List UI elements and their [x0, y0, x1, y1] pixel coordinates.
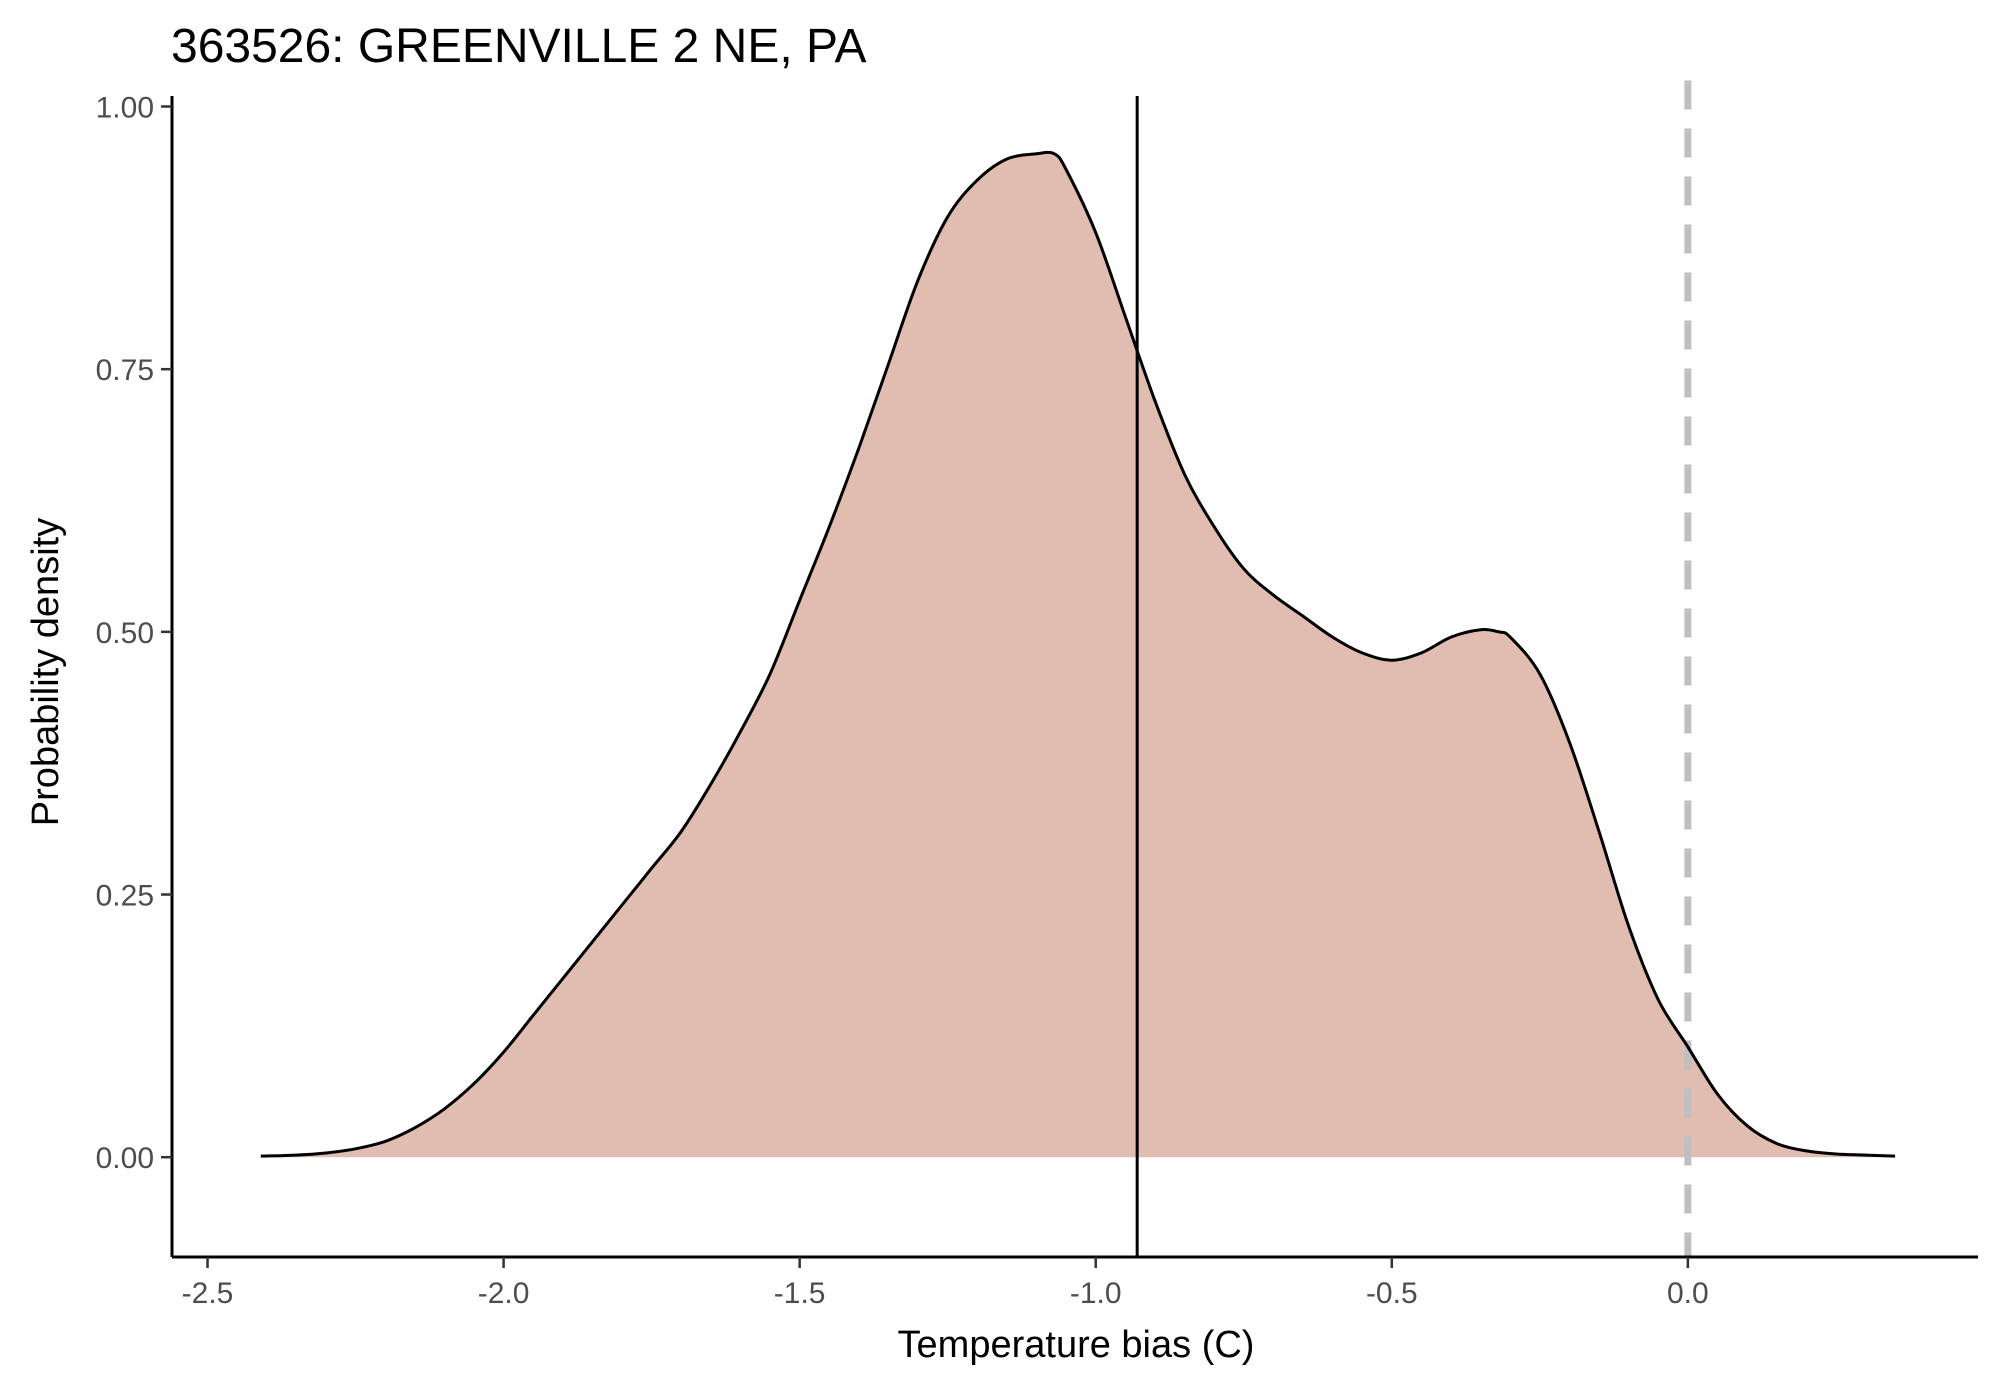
y-axis-title: Probability density: [25, 518, 67, 826]
plot-area: [260, 80, 1896, 1257]
x-tick-label: -2.5: [182, 1277, 234, 1310]
y-tick-label: 1.00: [96, 92, 154, 125]
density-curve: [260, 150, 1896, 1158]
density-area: [260, 152, 1896, 1158]
axes: -2.5 -2.0 -1.5 -1.0 -0.5 0.0 0.00 0.25 0.50 0.75 1…: [96, 92, 1978, 1310]
x-axis-title: Temperature bias (C): [898, 1324, 1255, 1366]
y-tick-label: 0.75: [96, 354, 154, 387]
y-tick-label: 0.00: [96, 1142, 154, 1175]
x-tick-label: -2.0: [478, 1277, 530, 1310]
y-tick-label: 0.25: [96, 880, 154, 913]
y-tick-label: 0.50: [96, 617, 154, 650]
x-tick-label: 0.0: [1667, 1277, 1709, 1310]
chart-title: 363526: GREENVILLE 2 NE, PA: [171, 20, 866, 73]
x-tick-label: -1.0: [1070, 1277, 1122, 1310]
x-tick-label: -1.5: [774, 1277, 826, 1310]
x-tick-label: -0.5: [1366, 1277, 1418, 1310]
